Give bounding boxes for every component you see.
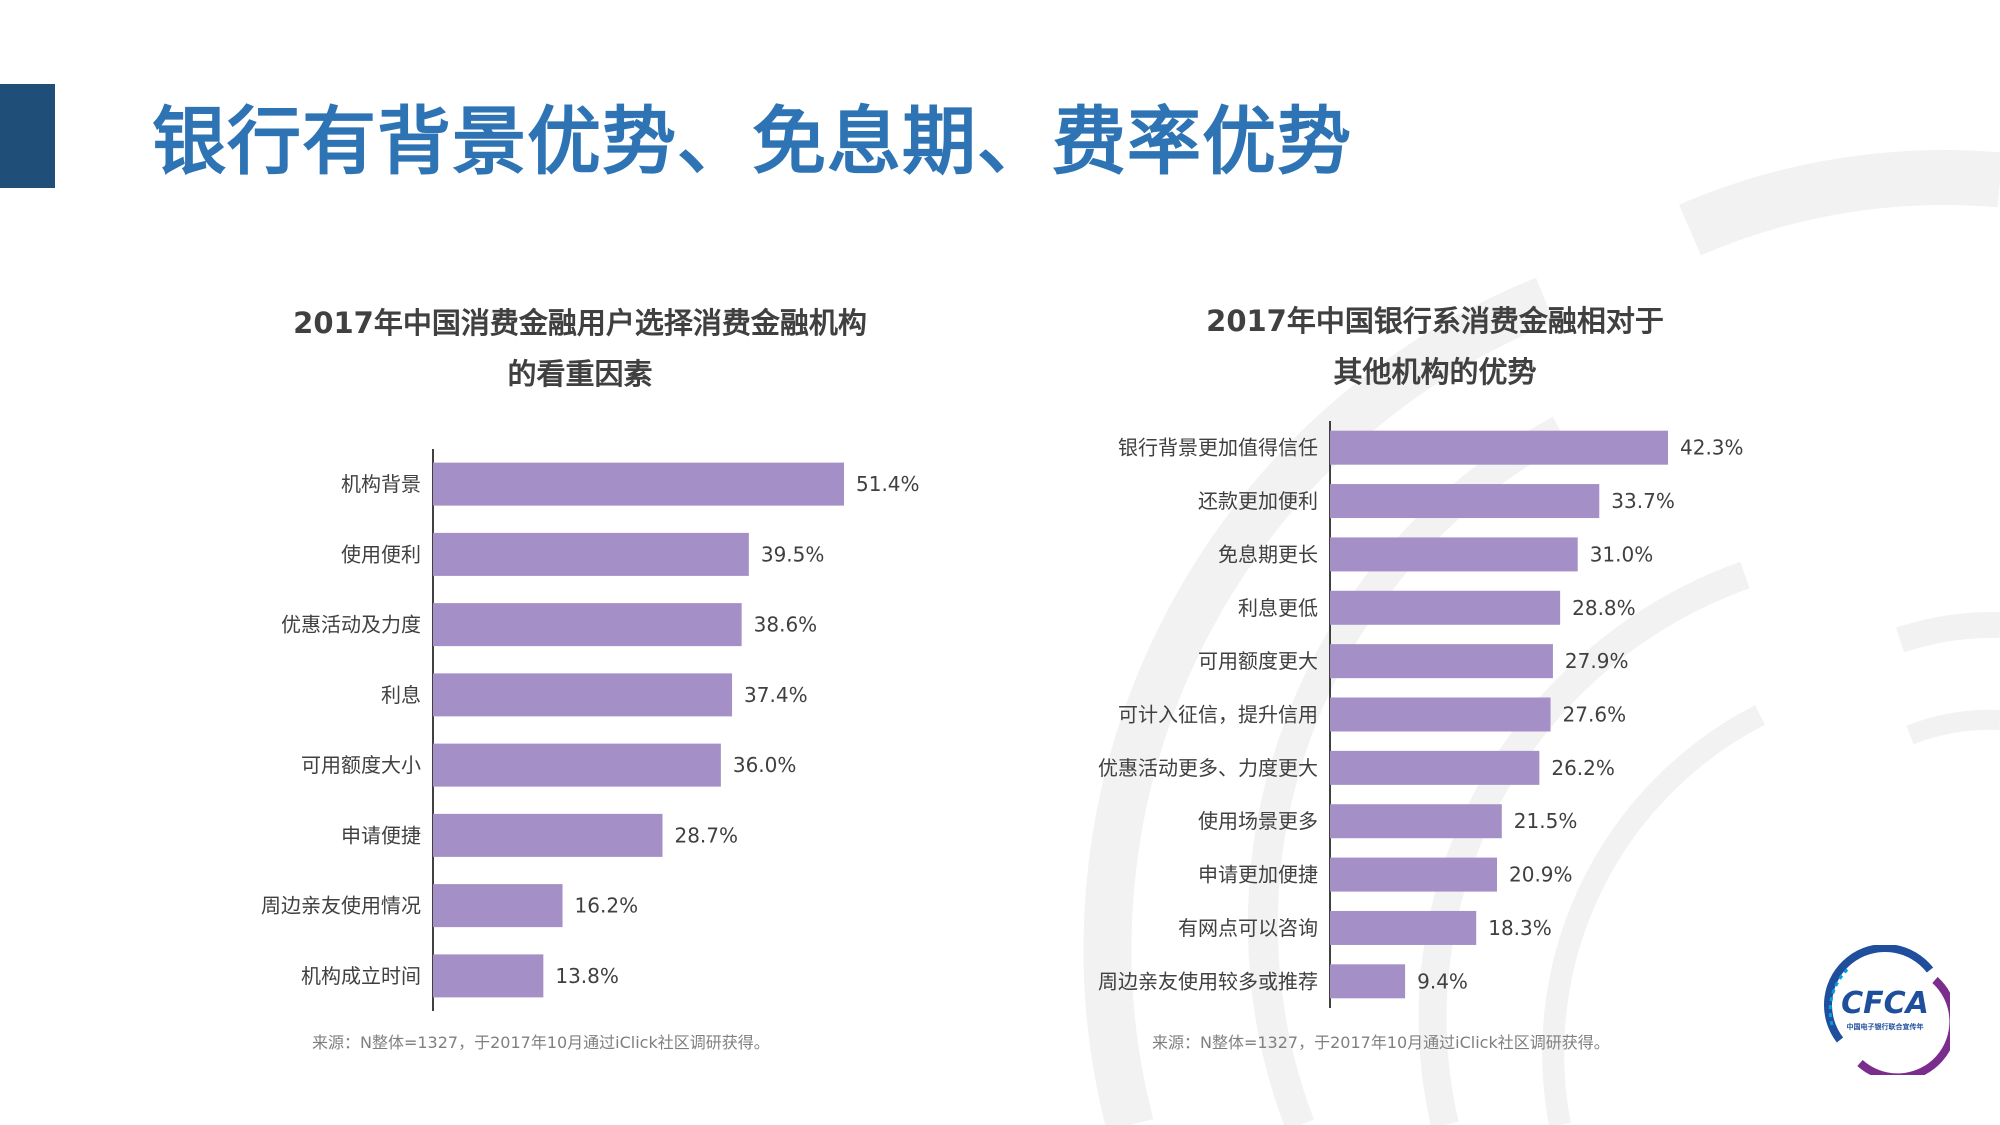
title-accent-bar — [0, 84, 55, 188]
logo-text: CFCA — [1841, 986, 1929, 1021]
chart-1-title-line1: 2017年中国消费金融用户选择消费金融机构 — [293, 306, 867, 340]
chart-2-title: 2017年中国银行系消费金融相对于 其他机构的优势 — [1130, 296, 1740, 398]
chart-1-title: 2017年中国消费金融用户选择消费金融机构 的看重因素 — [250, 298, 910, 400]
chart-1-title-line2: 的看重因素 — [507, 357, 653, 391]
chart-2-title-line2: 其他机构的优势 — [1333, 355, 1537, 389]
chart-1-source: 来源：N整体=1327，于2017年10月通过iClick社区调研获得。 — [312, 1033, 770, 1052]
chart-2-title-line1: 2017年中国银行系消费金融相对于 — [1206, 304, 1664, 338]
page-title: 银行有背景优势、免息期、费率优势 — [152, 99, 1352, 185]
cfca-logo: CFCA 中国电子银行联合宣传年 — [1823, 945, 1950, 1075]
chart-2-source: 来源：N整体=1327，于2017年10月通过iClick社区调研获得。 — [1152, 1033, 1610, 1052]
logo-subtitle: 中国电子银行联合宣传年 — [1847, 1022, 1924, 1031]
